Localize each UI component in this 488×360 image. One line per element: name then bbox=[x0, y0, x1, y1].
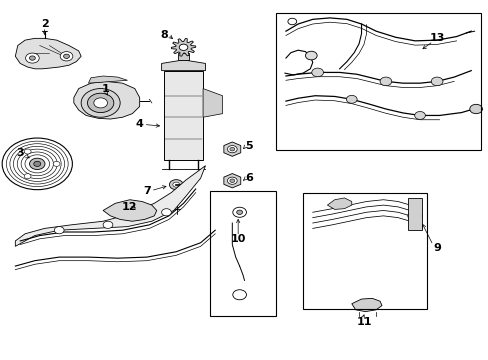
Circle shape bbox=[161, 209, 171, 216]
Circle shape bbox=[34, 161, 41, 166]
Text: 13: 13 bbox=[428, 33, 444, 43]
Circle shape bbox=[236, 210, 242, 215]
Circle shape bbox=[430, 77, 442, 86]
Circle shape bbox=[63, 54, 69, 58]
Circle shape bbox=[25, 53, 39, 63]
Text: 9: 9 bbox=[432, 243, 440, 253]
Text: 4: 4 bbox=[136, 120, 143, 129]
Circle shape bbox=[179, 44, 187, 50]
Circle shape bbox=[407, 211, 422, 221]
Polygon shape bbox=[171, 39, 195, 56]
Circle shape bbox=[305, 51, 317, 60]
Circle shape bbox=[172, 182, 179, 187]
Polygon shape bbox=[224, 142, 240, 156]
Circle shape bbox=[2, 138, 72, 190]
Circle shape bbox=[87, 93, 114, 113]
Polygon shape bbox=[74, 81, 140, 119]
Polygon shape bbox=[177, 53, 189, 60]
Circle shape bbox=[227, 177, 237, 184]
Bar bbox=[163, 71, 203, 160]
Circle shape bbox=[54, 226, 64, 234]
Circle shape bbox=[29, 56, 35, 60]
Bar bbox=[210, 191, 276, 316]
Circle shape bbox=[379, 77, 391, 86]
Circle shape bbox=[229, 179, 234, 183]
Polygon shape bbox=[15, 166, 205, 246]
Circle shape bbox=[311, 68, 323, 77]
Circle shape bbox=[169, 180, 183, 190]
Polygon shape bbox=[103, 200, 157, 221]
Polygon shape bbox=[351, 298, 381, 312]
Text: 1: 1 bbox=[102, 84, 109, 94]
Polygon shape bbox=[203, 89, 222, 117]
Bar bbox=[407, 198, 422, 230]
Polygon shape bbox=[327, 198, 351, 210]
Text: 8: 8 bbox=[160, 30, 167, 40]
Circle shape bbox=[29, 158, 45, 170]
Bar bbox=[303, 193, 427, 309]
Circle shape bbox=[232, 207, 246, 217]
Text: 6: 6 bbox=[245, 173, 253, 183]
Text: 10: 10 bbox=[230, 234, 245, 244]
Circle shape bbox=[81, 89, 120, 117]
Text: 12: 12 bbox=[122, 202, 138, 212]
Polygon shape bbox=[88, 76, 127, 83]
Circle shape bbox=[414, 112, 425, 120]
Circle shape bbox=[103, 221, 113, 228]
Polygon shape bbox=[15, 39, 81, 69]
Text: 3: 3 bbox=[17, 148, 24, 158]
Circle shape bbox=[469, 104, 482, 114]
Circle shape bbox=[232, 290, 246, 300]
Circle shape bbox=[24, 174, 31, 179]
Circle shape bbox=[53, 161, 60, 166]
Circle shape bbox=[227, 145, 237, 153]
Text: 2: 2 bbox=[41, 19, 48, 29]
Circle shape bbox=[60, 51, 73, 61]
Circle shape bbox=[94, 98, 107, 108]
Circle shape bbox=[24, 149, 31, 154]
Text: 11: 11 bbox=[355, 317, 371, 327]
Text: 5: 5 bbox=[245, 141, 253, 151]
Polygon shape bbox=[224, 174, 240, 188]
Circle shape bbox=[229, 147, 234, 151]
Text: 7: 7 bbox=[143, 186, 150, 196]
Circle shape bbox=[346, 95, 356, 103]
Polygon shape bbox=[161, 60, 205, 71]
